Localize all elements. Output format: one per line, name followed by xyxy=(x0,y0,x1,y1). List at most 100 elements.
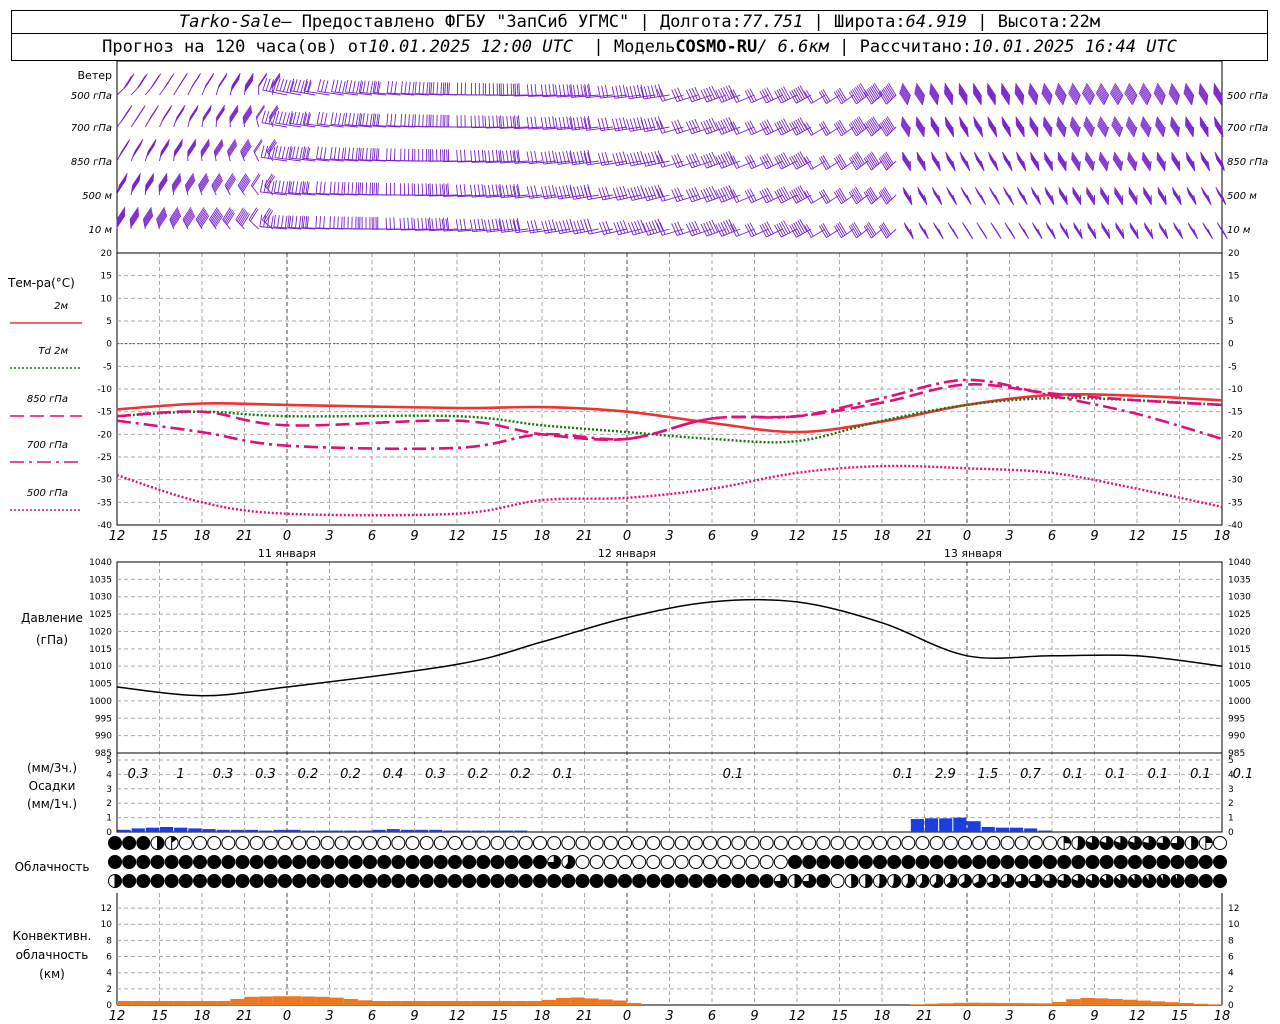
wind-barb-feather xyxy=(460,149,462,162)
conv-bar xyxy=(131,1000,146,1005)
wind-barb-feather xyxy=(1158,225,1168,238)
wind-barb-feather xyxy=(1085,116,1095,129)
wind-barb-feather xyxy=(987,116,996,129)
temp-ytick-left: -5 xyxy=(103,362,112,372)
wind-barb-feather xyxy=(377,82,381,95)
wind-barb-feather xyxy=(540,151,545,165)
wind-barb-feather xyxy=(370,81,374,94)
wind-barb-feather xyxy=(972,82,982,96)
wind-barb xyxy=(1068,82,1081,105)
conv-bar xyxy=(584,998,599,1005)
wind-barb-feather xyxy=(491,184,495,197)
wind-barb-feather xyxy=(1127,119,1136,132)
wind-barb-shaft xyxy=(629,94,656,100)
cloud-circle-fill xyxy=(193,855,207,869)
wind-barb-feather xyxy=(1213,117,1223,131)
wind-barb-feather xyxy=(445,184,448,197)
cloud-cover-symbol xyxy=(292,874,307,888)
wind-barb-feather xyxy=(945,153,955,166)
wind-barb-feather xyxy=(804,91,812,104)
wind-barb-feather xyxy=(1155,87,1165,100)
wind-barb-feather xyxy=(944,82,954,96)
precip-ytick-left: 2 xyxy=(106,799,112,809)
wind-barb-feather xyxy=(1110,91,1120,104)
cloud-circle-outline xyxy=(745,855,760,869)
wind-barb-feather xyxy=(300,80,305,93)
wind-barb-feather xyxy=(633,117,638,131)
cloud-circle-outline xyxy=(235,836,250,850)
wind-barb-feather xyxy=(958,87,968,100)
wind-barb-feather xyxy=(359,113,363,127)
conv-bar xyxy=(414,1000,429,1005)
wind-barb xyxy=(759,187,784,204)
wind-barb xyxy=(242,104,253,128)
cloud-cover-symbol xyxy=(433,874,448,888)
time-tick-label: 6 xyxy=(368,529,376,544)
cloud-circle-fill xyxy=(292,855,306,869)
wind-barb-feather xyxy=(214,144,224,157)
wind-barb-feather xyxy=(576,151,581,164)
conv-bar xyxy=(1179,1002,1194,1005)
cloud-circle-fill xyxy=(349,855,363,869)
wind-barb-feather xyxy=(1041,89,1051,103)
wind-barb-feather xyxy=(986,82,996,96)
precip-bar xyxy=(457,830,471,832)
wind-barb-feather xyxy=(677,153,684,166)
precip-bar xyxy=(230,829,244,832)
cloud-cover-symbol xyxy=(745,874,760,888)
wind-barb-feather xyxy=(513,218,517,231)
wind-barb-feather xyxy=(915,87,924,100)
wind-barb-feather xyxy=(1072,189,1082,203)
wind-barb-feather xyxy=(448,82,450,95)
wind-barb-feather xyxy=(130,212,140,225)
wind-barb-feather xyxy=(1045,191,1055,204)
wind-barb-shaft xyxy=(387,92,415,96)
cloud-circle-outline xyxy=(830,874,845,888)
cloud-circle-fill xyxy=(859,855,873,869)
wind-barb-feather xyxy=(929,89,939,103)
wind-barb-feather xyxy=(1069,124,1079,138)
wind-barb-feather xyxy=(172,178,182,191)
wind-barb-feather xyxy=(703,120,710,134)
conv-ytick-right: 12 xyxy=(1228,904,1239,914)
wind-barb-feather xyxy=(526,84,529,97)
wind-barb-feather xyxy=(1140,124,1149,138)
wind-barb-feather xyxy=(850,224,859,237)
wind-barb-feather xyxy=(688,154,696,168)
wind-barb-feather xyxy=(1128,189,1138,203)
wind-barb-feather xyxy=(1115,226,1125,240)
wind-barb-feather xyxy=(278,111,283,124)
wind-barb-feather xyxy=(1097,123,1107,136)
wind-barb-shaft xyxy=(676,194,698,202)
wind-barb-feather xyxy=(587,149,592,163)
precip-3h-label: 0.1 xyxy=(723,767,744,782)
wind-barb xyxy=(271,72,281,96)
wind-barb-feather xyxy=(1043,154,1053,167)
wind-barb-feather xyxy=(793,88,801,102)
cloud-cover-symbol xyxy=(731,836,746,850)
wind-barb xyxy=(1213,116,1224,138)
cloud-circle-outline xyxy=(986,836,1001,850)
wind-barb xyxy=(526,150,557,165)
cloud-circle-sector xyxy=(157,836,164,850)
wind-barb-feather xyxy=(1070,121,1079,135)
wind-barb-feather xyxy=(1171,155,1180,169)
wind-barb-feather xyxy=(793,188,801,202)
wind-barb-feather xyxy=(316,111,320,125)
wind-barb-feather xyxy=(1070,120,1080,133)
wind-barb-feather xyxy=(1169,89,1178,103)
wind-barb-feather xyxy=(1141,85,1151,99)
cloud-circle-fill xyxy=(221,874,235,888)
wind-barb-feather xyxy=(848,91,857,105)
wind-barb xyxy=(671,153,698,168)
wind-barb-feather xyxy=(1055,89,1065,103)
wind-barb xyxy=(253,139,263,162)
wind-barb-feather xyxy=(224,209,233,223)
wind-barb-feather xyxy=(514,115,517,128)
wind-barb-feather xyxy=(285,146,290,160)
cloud-cover-symbol xyxy=(164,855,179,869)
wind-barb-feather xyxy=(344,79,349,93)
wind-barb-feather xyxy=(1138,92,1148,105)
wind-barb xyxy=(262,77,288,96)
wind-barb-feather xyxy=(774,224,782,238)
